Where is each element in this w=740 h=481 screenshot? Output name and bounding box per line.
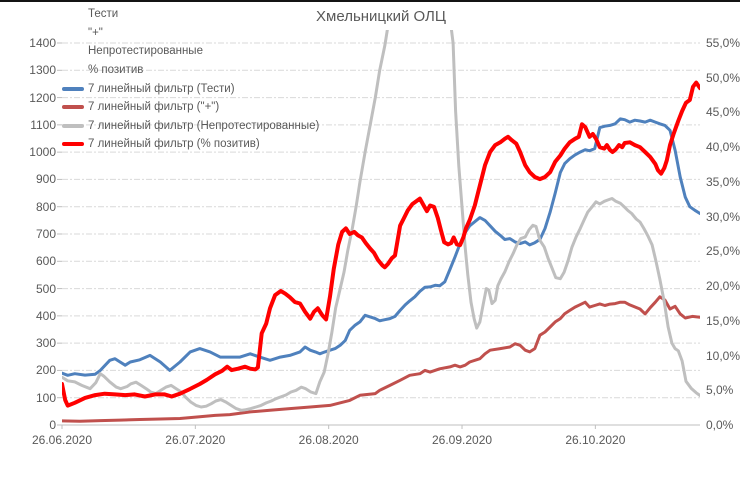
legend-label: % позитив [88,64,144,77]
y-left-tick-label: 900 [35,172,56,187]
chart-legend: Тести "+" Непротестированные % позитив 7 лин… [62,5,319,154]
legend-swatch-icon [62,68,84,72]
legend-swatch-icon [62,12,84,16]
x-axis-tick-label: 26.07.2020 [165,433,226,447]
legend-label: 7 линейный фильтр (% позитив) [88,138,260,151]
series-line-3 [62,80,700,408]
x-axis-tick-label: 26.09.2020 [431,433,493,447]
legend-label: 7 линейный фильтр (Тести) [88,82,235,95]
y-right-tick-label: 45,0% [706,105,740,120]
series-line-1 [62,295,700,423]
y-left-tick-label: 200 [35,363,56,378]
y-left-tick-label: 1200 [29,90,56,105]
x-axis-tick-label: 26.10.2020 [565,433,626,447]
y-right-tick-label: 40,0% [706,140,740,155]
legend-item: % позитив [62,61,319,80]
legend-item: 7 линейный фильтр (Непротестированные) [62,117,319,136]
legend-item: 7 линейный фильтр ("+") [62,98,319,117]
y-left-tick-label: 300 [35,336,56,351]
y-right-tick-label: 50,0% [706,70,740,85]
y-left-tick-label: 500 [35,281,56,296]
x-axis-tick-label: 26.08.2020 [298,433,359,447]
y-left-tick-label: 600 [35,254,56,269]
legend-swatch-icon [62,105,84,110]
legend-label: Тести [88,8,119,21]
series-lines [62,30,700,423]
y-left-tick-label: 1100 [30,117,56,132]
y-left-tick-label: 400 [35,308,56,323]
x-axis-tick-label: 26.06.2020 [31,433,93,447]
legend-item: "+" [62,24,319,43]
y-right-tick-label: 25,0% [706,244,740,259]
y-right-tick-label: 35,0% [706,174,740,189]
y-left-tick-label: 800 [35,199,56,214]
y-right-tick-label: 15,0% [706,313,740,328]
y-right-tick-label: 30,0% [706,209,740,224]
legend-item: 7 линейный фильтр (Тести) [62,79,319,98]
gridlines [57,42,700,429]
y-left-tick-label: 100 [35,390,56,405]
y-left-tick-label: 1400 [29,36,56,50]
legend-swatch-icon [62,49,84,53]
legend-label: 7 линейный фильтр ("+") [88,101,220,114]
chart-title: Хмельницкий ОЛЦ [316,8,446,25]
legend-swatch-icon [62,86,84,91]
legend-swatch-icon [62,142,84,147]
y-right-tick-label: 5,0% [706,383,734,398]
y-left-tick-label: 0 [49,418,56,432]
legend-label: 7 линейный фильтр (Непротестированные) [88,119,320,132]
y-right-tick-label: 0,0% [706,418,734,432]
y-left-tick-label: 700 [35,227,56,241]
legend-item: Тести [62,5,319,24]
series-line-2 [62,30,700,412]
legend-label: "+" [88,26,103,39]
y-right-tick-label: 20,0% [706,279,740,294]
series-line-0 [62,117,700,377]
y-left-tick-label: 1000 [29,145,56,160]
y-right-tick-label: 10,0% [706,348,740,363]
legend-item: 7 линейный фильтр (% позитив) [62,135,319,154]
legend-item: Непротестированные [62,42,319,61]
y-right-tick-label: 55,0% [706,36,740,50]
legend-label: Непротестированные [88,45,203,58]
legend-swatch-icon [62,31,84,35]
y-left-tick-label: 1300 [29,63,56,78]
legend-swatch-icon [62,123,84,128]
